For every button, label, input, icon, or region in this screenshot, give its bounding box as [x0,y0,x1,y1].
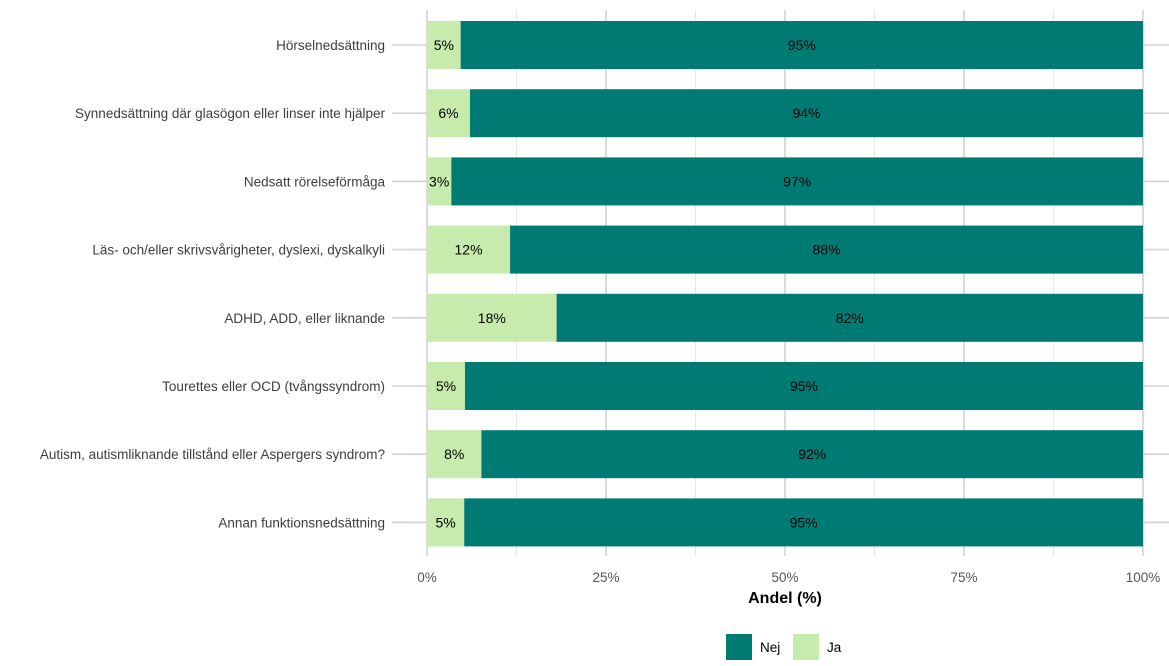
bar-nej [556,293,1143,342]
bar-ja [427,157,452,206]
legend-label-ja: Ja [827,640,842,655]
y-tick-label: Tourettes eller OCD (tvångssyndrom) [162,379,385,394]
legend-swatch-ja [793,634,819,660]
x-axis-title: Andel (%) [748,590,822,607]
data-label-nej: 95% [788,37,816,53]
bars-layer: 5% 95% 6% 94% 3% 97% 12% 88% 18% 82% 5% 95% 8% 92% 5% 9… [427,21,1144,547]
y-axis-labels: Hörselnedsättning Synnedsättning där glas… [40,38,386,530]
bar-nej [481,430,1143,479]
bar-nej [451,157,1143,206]
legend-swatch-nej [726,634,752,660]
bar-ja [427,89,470,138]
data-label-ja: 3% [429,173,449,189]
bar-ja [427,498,465,547]
data-label-ja: 5% [434,37,454,53]
data-label-ja: 12% [455,242,483,258]
data-label-nej: 88% [813,242,841,258]
y-tick-label: Annan funktionsnedsättning [218,515,385,530]
bar-ja [427,225,511,274]
data-label-ja: 5% [435,514,455,530]
bar-ja [427,362,465,410]
bar-nej [464,498,1143,547]
bar-nej [464,362,1143,410]
bar-ja [427,430,482,479]
x-tick-label: 75% [950,570,977,585]
data-label-nej: 95% [790,378,818,394]
bar-nej [460,21,1144,69]
x-tick-label: 25% [592,570,619,585]
data-label-ja: 8% [444,446,464,462]
y-tick-label: Nedsatt rörelseförmåga [244,174,386,189]
bar-nej [469,89,1144,138]
y-tick-label: Läs- och/eller skrivsvårigheter, dyslexi… [92,243,385,258]
x-tick-label: 50% [771,570,798,585]
x-tick-label: 100% [1126,570,1161,585]
data-label-ja: 5% [436,378,456,394]
data-label-nej: 97% [783,173,811,189]
x-axis-tick-labels: 0% 25% 50% 75% 100% [417,570,1160,585]
data-label-nej: 95% [790,514,818,530]
data-label-nej: 94% [792,105,820,121]
y-tick-label: Hörselnedsättning [276,38,385,53]
data-label-nej: 92% [798,446,826,462]
data-label-ja: 6% [438,105,458,121]
y-tick-label: ADHD, ADD, eller liknande [224,311,385,326]
bar-ja [427,293,557,342]
bar-ja [427,21,461,69]
y-tick-label: Autism, autismliknande tillstånd eller A… [40,447,385,462]
legend: Nej Ja [726,634,842,660]
x-tick-label: 0% [417,570,437,585]
bar-nej [510,225,1143,274]
legend-label-nej: Nej [760,640,780,655]
data-label-ja: 18% [478,310,506,326]
data-label-nej: 82% [836,310,864,326]
y-tick-label: Synnedsättning där glasögon eller linser… [75,106,385,121]
